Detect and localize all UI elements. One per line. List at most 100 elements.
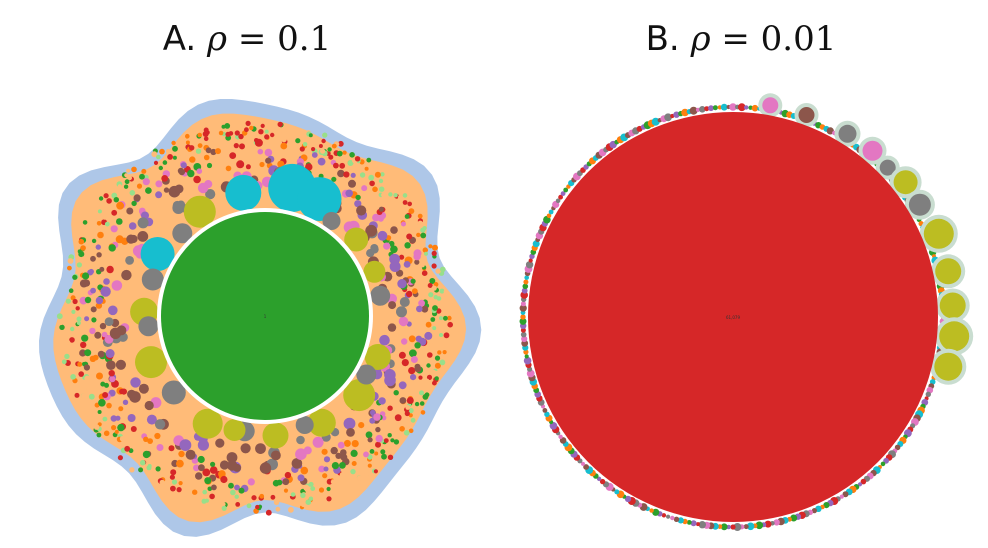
- small-circle: [74, 392, 80, 398]
- small-circle: [96, 221, 102, 226]
- small-circle: [70, 326, 75, 332]
- small-circle: [430, 317, 436, 322]
- small-circle: [97, 231, 104, 239]
- small-circle: [398, 351, 406, 359]
- small-circle: [384, 374, 396, 387]
- neighbor-circle: [295, 416, 314, 434]
- small-circle: [72, 365, 77, 370]
- small-circle: [403, 430, 410, 436]
- small-circle: [308, 496, 314, 501]
- small-circle: [342, 150, 347, 155]
- small-circle: [408, 407, 414, 414]
- small-circle: [171, 479, 178, 485]
- small-circle: [140, 459, 146, 466]
- panel-b-circle-packing: 61,079: [519, 93, 974, 531]
- small-circle: [168, 445, 175, 452]
- small-circle: [138, 467, 144, 473]
- small-circle: [432, 244, 438, 251]
- small-circle: [347, 160, 354, 166]
- small-circle: [542, 408, 548, 413]
- neighbor-circle: [762, 97, 779, 114]
- small-circle: [336, 150, 343, 157]
- small-circle: [277, 121, 283, 128]
- small-circle: [430, 338, 436, 344]
- small-circle: [193, 175, 201, 184]
- small-circle: [520, 314, 526, 320]
- small-circle: [375, 434, 383, 443]
- small-circle: [358, 422, 365, 429]
- small-circle: [125, 256, 134, 265]
- small-circle: [119, 436, 126, 442]
- panel-b-large-neighbors: [758, 93, 974, 385]
- small-circle: [378, 206, 384, 212]
- small-circle: [383, 242, 391, 250]
- small-circle: [356, 205, 367, 216]
- small-circle: [76, 262, 82, 268]
- small-circle: [522, 283, 529, 290]
- small-circle: [101, 331, 108, 338]
- small-circle: [67, 265, 72, 271]
- small-circle: [839, 494, 844, 499]
- small-circle: [210, 461, 216, 467]
- small-circle: [137, 231, 149, 242]
- small-circle: [434, 376, 439, 381]
- small-circle: [308, 481, 314, 487]
- small-circle: [343, 439, 351, 447]
- small-circle: [364, 472, 369, 477]
- small-circle: [811, 508, 817, 514]
- small-circle: [432, 305, 438, 311]
- small-circle: [265, 509, 272, 516]
- small-circle: [178, 168, 186, 176]
- small-circle: [599, 478, 606, 485]
- small-circle: [310, 486, 316, 491]
- small-circle: [259, 161, 265, 168]
- small-circle: [335, 452, 342, 459]
- small-circle: [220, 475, 228, 484]
- small-circle: [297, 474, 305, 482]
- small-circle: [443, 289, 449, 294]
- small-circle: [255, 443, 266, 454]
- small-circle: [408, 428, 414, 434]
- small-circle: [120, 388, 127, 395]
- small-circle: [425, 321, 432, 328]
- small-circle: [104, 334, 114, 344]
- small-circle: [235, 502, 241, 507]
- small-circle: [264, 129, 269, 134]
- small-circle: [442, 350, 447, 355]
- small-circle: [337, 441, 345, 449]
- small-circle: [189, 145, 195, 151]
- small-circle: [155, 180, 163, 188]
- small-circle: [339, 472, 345, 477]
- small-circle: [291, 458, 303, 469]
- small-circle: [102, 416, 108, 422]
- small-circle: [179, 155, 185, 161]
- small-circle: [203, 127, 209, 133]
- small-circle: [304, 487, 310, 492]
- small-circle: [363, 451, 369, 458]
- small-circle: [326, 496, 332, 502]
- small-circle: [419, 390, 424, 396]
- small-circle: [79, 349, 87, 357]
- small-circle: [206, 162, 213, 169]
- small-circle: [548, 209, 554, 215]
- small-circle: [102, 392, 109, 398]
- panel-a-main-label: 1: [264, 314, 267, 319]
- neighbor-circle: [140, 237, 175, 271]
- small-circle: [407, 201, 413, 207]
- small-circle: [130, 426, 137, 432]
- small-circle: [284, 471, 292, 479]
- small-circle: [77, 361, 83, 367]
- small-circle: [317, 157, 326, 166]
- small-circle: [410, 374, 417, 381]
- small-circle: [373, 469, 378, 474]
- neighbor-circle: [838, 124, 857, 143]
- small-circle: [399, 397, 407, 404]
- small-circle: [361, 185, 368, 192]
- small-circle: [101, 213, 108, 220]
- panel-a-main-circle: [161, 212, 369, 420]
- small-circle: [170, 469, 177, 476]
- small-circle: [670, 515, 675, 521]
- small-circle: [666, 514, 671, 519]
- small-circle: [156, 444, 164, 451]
- small-circle: [96, 252, 102, 258]
